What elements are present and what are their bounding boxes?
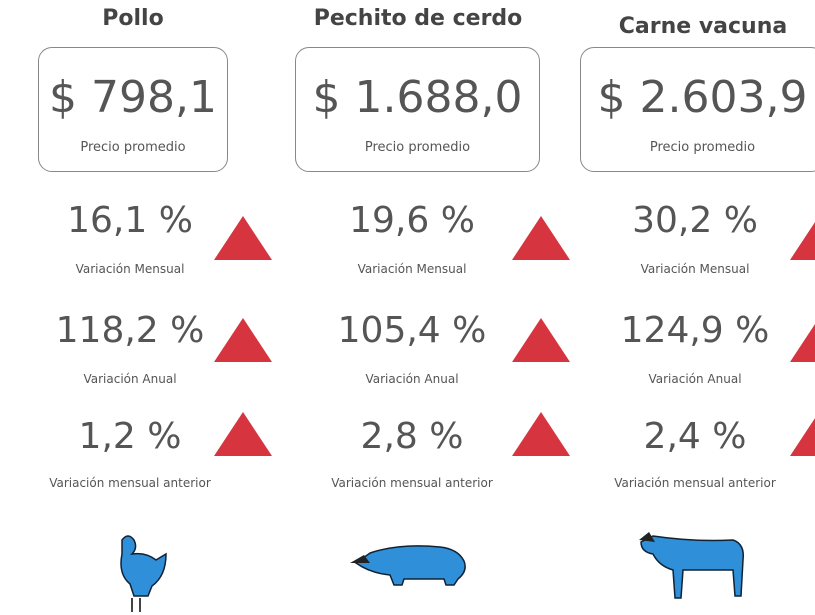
price-value: $ 2.603,9 (597, 72, 808, 123)
up-arrow (512, 318, 570, 362)
metric-value: 1,2 % (78, 416, 182, 457)
up-arrow (790, 412, 815, 456)
price-label: Precio promedio (80, 140, 186, 155)
up-arrow (512, 412, 570, 456)
metric-label: Variación mensual anterior (49, 476, 211, 490)
up-arrow (214, 412, 272, 456)
price-label: Precio promedio (364, 140, 471, 155)
price-card: $ 2.603,9 Precio promedio (580, 47, 815, 172)
price-value: $ 1.688,0 (312, 72, 523, 123)
metric-label: Variación Mensual (357, 262, 467, 276)
up-arrow (512, 216, 570, 260)
metric-value: 19,6 % (349, 200, 475, 241)
price-label: Precio promedio (649, 140, 756, 155)
metric-label: Variación Mensual (75, 262, 185, 276)
metric-value: 16,1 % (67, 200, 193, 241)
metric-label: Variación Anual (83, 372, 177, 386)
up-arrow (790, 318, 815, 362)
chicken-icon (120, 535, 167, 612)
metric-label: Variación Anual (365, 372, 459, 386)
metric-label: Variación Mensual (640, 262, 750, 276)
column-title: Pollo (102, 6, 164, 31)
up-arrow (214, 318, 272, 362)
column-title: Carne vacuna (618, 14, 788, 39)
cow-icon (639, 532, 745, 599)
column-title: Pechito de cerdo (313, 6, 523, 31)
metric-value: 118,2 % (55, 310, 205, 351)
price-value: $ 798,1 (49, 72, 217, 123)
pig-icon (350, 545, 466, 586)
metric-value: 105,4 % (337, 310, 487, 351)
price-card: $ 798,1 Precio promedio (38, 47, 228, 172)
metric-value: 2,8 % (360, 416, 464, 457)
metric-label: Variación mensual anterior (614, 476, 776, 490)
up-arrow (214, 216, 272, 260)
price-card: $ 1.688,0 Precio promedio (295, 47, 540, 172)
metric-label: Variación Anual (648, 372, 742, 386)
up-arrow (790, 216, 815, 260)
metric-value: 30,2 % (632, 200, 758, 241)
metric-value: 2,4 % (643, 416, 747, 457)
metric-label: Variación mensual anterior (331, 476, 493, 490)
metric-value: 124,9 % (620, 310, 770, 351)
